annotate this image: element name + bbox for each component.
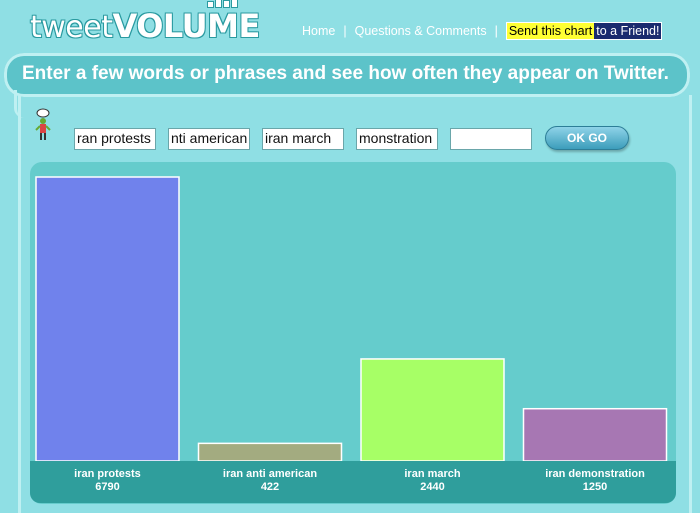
bar-iran-anti-american xyxy=(197,442,343,462)
bar-chart xyxy=(35,176,668,462)
send-chart-text: Send this chart xyxy=(506,23,595,39)
bar-category-label: iran protests xyxy=(74,468,141,480)
logo-tweet-text: tweet xyxy=(30,10,113,45)
term-input-5[interactable] xyxy=(450,128,532,150)
term-input-2[interactable]: nti american xyxy=(168,128,250,150)
term-input-1[interactable]: ran protests xyxy=(74,128,156,150)
content-panel xyxy=(18,95,692,513)
nav-separator: | xyxy=(343,24,347,38)
nav-questions-link[interactable]: Questions & Comments xyxy=(354,24,487,38)
bar-label: iran protests 6790 xyxy=(28,468,188,494)
bar-value-label: 1250 xyxy=(582,481,608,493)
top-nav: Home | Questions & Comments | Send this … xyxy=(302,22,663,40)
instruction-banner: Enter a few words or phrases and see how… xyxy=(4,53,690,97)
bar-label: iran march 2440 xyxy=(353,468,513,494)
chart-label-band xyxy=(30,461,676,503)
bar-value-label: 6790 xyxy=(95,481,120,493)
send-to-friend-link[interactable]: Send this chart to a Friend! xyxy=(505,22,663,40)
logo-volume-text: VOLUME xyxy=(112,7,260,45)
logo-bars-icon xyxy=(205,0,245,8)
banner-tail xyxy=(14,90,35,118)
bar-iran-march xyxy=(360,358,505,462)
tweetvolume-logo: tweetVOLUME xyxy=(30,6,260,46)
nav-home-link[interactable]: Home xyxy=(302,24,336,38)
instruction-text: Enter a few words or phrases and see how… xyxy=(22,63,669,84)
term-input-3[interactable]: iran march xyxy=(262,128,344,150)
ok-go-button[interactable]: OK GO xyxy=(545,126,629,150)
term-input-4[interactable]: monstration xyxy=(356,128,438,150)
bar-category-label: iran anti american xyxy=(222,468,318,480)
bar-iran-demonstration xyxy=(522,407,668,462)
bar-label: iran demonstration 1250 xyxy=(515,468,675,494)
bar-value-label: 2440 xyxy=(420,481,445,493)
bar-iran-protests xyxy=(35,176,180,462)
mascot-icon xyxy=(35,108,51,140)
bar-value-label: 422 xyxy=(260,481,280,493)
chart-area xyxy=(30,162,676,504)
bar-label: iran anti american 422 xyxy=(190,468,350,494)
bar-category-label: iran demonstration xyxy=(545,468,645,480)
bar-category-label: iran march xyxy=(404,468,461,480)
to-friend-text: to a Friend! xyxy=(594,23,662,39)
nav-separator: | xyxy=(494,24,498,38)
